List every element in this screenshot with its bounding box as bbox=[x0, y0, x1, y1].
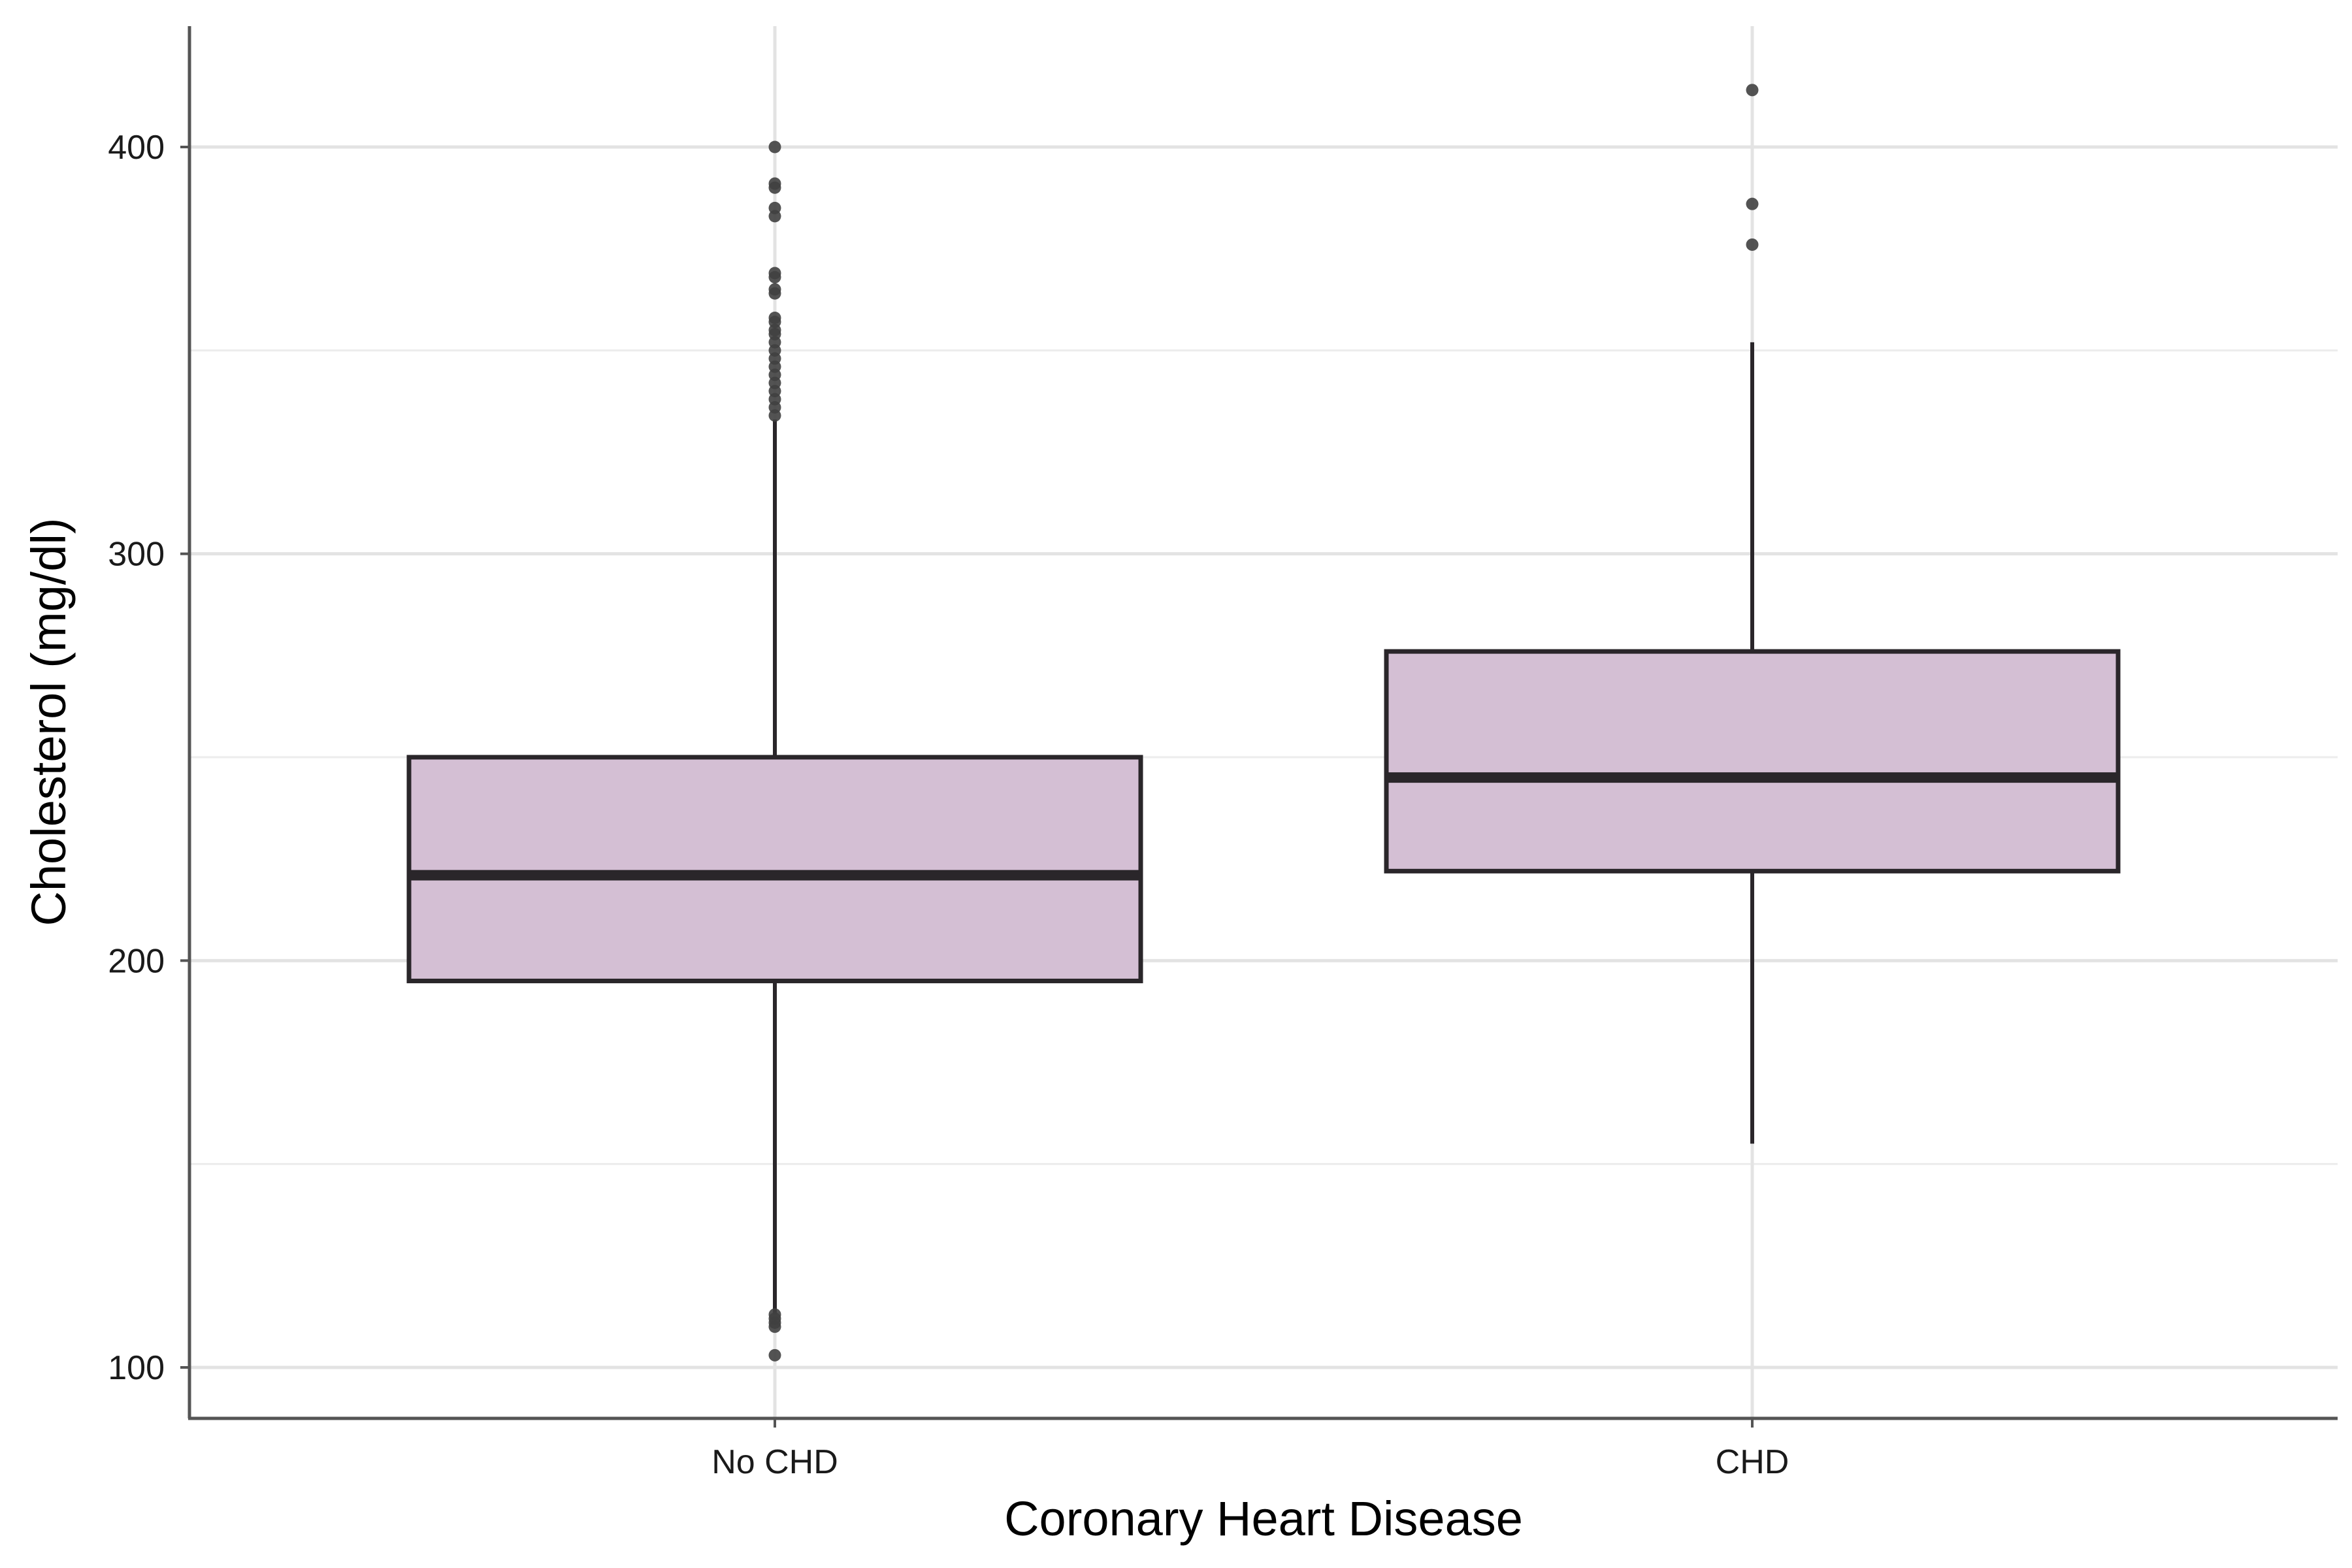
outlier-point-no-chd-20 bbox=[768, 283, 781, 296]
x-axis-title: Coronary Heart Disease bbox=[1004, 1492, 1523, 1546]
outlier-point-no-chd-0 bbox=[768, 1348, 781, 1362]
y-tick-label-200: 200 bbox=[108, 942, 165, 980]
outlier-point-chd-0 bbox=[1746, 238, 1759, 251]
outlier-point-no-chd-24 bbox=[768, 201, 781, 214]
y-tick-label-300: 300 bbox=[108, 536, 165, 574]
box-series bbox=[406, 342, 2121, 1315]
x-tick-label-no-chd: No CHD bbox=[711, 1443, 838, 1481]
box-no-chd bbox=[406, 755, 1143, 983]
y-tick-label-400: 400 bbox=[108, 129, 165, 167]
y-axis-title: Cholesterol (mg/dl) bbox=[22, 517, 76, 926]
y-tick-label-100: 100 bbox=[108, 1349, 165, 1387]
tick-labels: 100 200 300 400 No CHD CHD bbox=[108, 129, 1789, 1481]
x-tick-label-chd: CHD bbox=[1716, 1443, 1789, 1481]
box-chd bbox=[1384, 649, 2121, 874]
outlier-points bbox=[768, 84, 1759, 1362]
outlier-point-no-chd-26 bbox=[768, 177, 781, 190]
outlier-point-no-chd-4 bbox=[768, 1308, 781, 1321]
outlier-point-chd-2 bbox=[1746, 84, 1759, 97]
outlier-point-no-chd-27 bbox=[768, 140, 781, 154]
outlier-point-no-chd-18 bbox=[768, 312, 781, 325]
axes bbox=[188, 26, 2338, 1420]
outlier-point-chd-1 bbox=[1746, 197, 1759, 210]
outlier-point-no-chd-22 bbox=[768, 267, 781, 280]
